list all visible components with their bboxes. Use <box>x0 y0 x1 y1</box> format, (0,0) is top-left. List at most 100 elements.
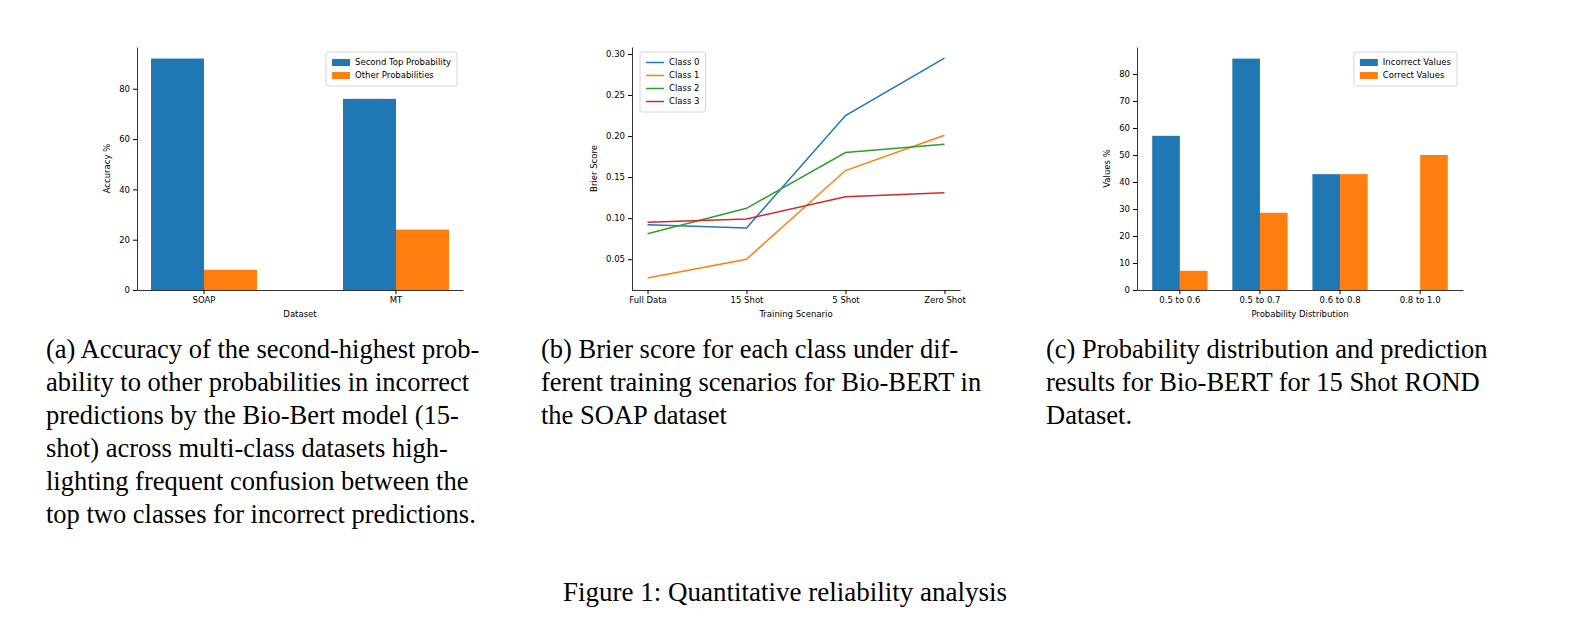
y-tick: 10 <box>1119 258 1137 268</box>
bar <box>1232 59 1260 290</box>
y-tick-mark <box>628 177 632 178</box>
y-tick-label: 0.25 <box>606 90 625 100</box>
bar <box>1180 271 1208 290</box>
y-tick-label: 30 <box>1119 204 1130 214</box>
legend-symbol <box>1360 59 1378 66</box>
x-tick-label: 0.6 to 0.8 <box>1320 295 1361 305</box>
x-tick-mark <box>944 290 945 294</box>
plot-area <box>1152 59 1448 290</box>
x-tick: 0.6 to 0.8 <box>1320 290 1361 305</box>
y-tick-label: 60 <box>119 134 130 144</box>
legend-symbol <box>332 59 350 66</box>
legend: Class 0Class 1Class 2Class 3 <box>640 52 705 112</box>
line <box>648 144 945 233</box>
y-tick: 0.10 <box>606 213 632 223</box>
y-tick: 0.30 <box>606 49 632 59</box>
bar-series <box>204 230 449 290</box>
y-tick: 80 <box>1119 69 1137 79</box>
y-tick-mark <box>1133 74 1137 75</box>
legend-box <box>326 52 457 86</box>
y-tick-mark <box>1133 155 1137 156</box>
y-tick-mark <box>1133 209 1137 210</box>
legend-label: Class 1 <box>669 70 699 80</box>
x-axis: SOAP MT <box>138 290 464 305</box>
x-tick: 15 Shot <box>731 290 765 305</box>
y-tick-label: 70 <box>1119 96 1130 106</box>
caption-line: (b) Brier score for each class under dif… <box>541 334 958 364</box>
caption-line: ability to other probabilities in incorr… <box>46 367 470 397</box>
y-tick: 0.25 <box>606 90 632 100</box>
y-tick-mark <box>1133 128 1137 129</box>
x-tick-mark <box>845 290 846 294</box>
x-tick: MT <box>390 290 403 305</box>
x-tick: 0.5 to 0.6 <box>1159 290 1200 305</box>
y-tick: 0.15 <box>606 172 632 182</box>
y-axis-title: Brier Score <box>589 145 599 192</box>
caption: (b) Brier score for each class under dif… <box>541 334 981 430</box>
x-tick: 0.8 to 1.0 <box>1400 290 1441 305</box>
y-tick: 60 <box>1119 123 1137 133</box>
x-axis-line <box>1138 290 1464 291</box>
caption-line: lighting frequent confusion between the <box>46 466 468 496</box>
x-axis: Full Data15 Shot5 ShotZero Shot <box>629 290 966 305</box>
y-tick-label: 10 <box>1119 258 1130 268</box>
bar <box>204 270 257 290</box>
x-tick-mark <box>747 290 748 294</box>
legend-label: Second Top Probability <box>355 57 451 67</box>
x-tick: 0.5 to 0.7 <box>1239 290 1280 305</box>
caption-line: shot) across multi-class datasets high- <box>46 433 448 463</box>
y-tick-label: 20 <box>1119 231 1130 241</box>
x-axis-line <box>633 290 961 291</box>
y-tick: 30 <box>1119 204 1137 214</box>
y-axis: 01020304050607080 <box>1119 48 1137 296</box>
x-tick: 5 Shot <box>832 290 860 305</box>
y-tick-label: 0.05 <box>606 254 625 264</box>
y-tick-label: 0 <box>1125 285 1130 295</box>
legend-symbol <box>646 75 664 77</box>
x-axis-title: Training Scenario <box>758 309 832 319</box>
x-axis: 0.5 to 0.6 0.5 to 0.7 0.6 to 0.8 0.8 to 1.0 <box>1138 290 1464 305</box>
y-tick-label: 40 <box>119 185 130 195</box>
bar <box>1152 136 1180 290</box>
x-tick-mark <box>395 290 396 294</box>
y-tick: 60 <box>119 134 137 144</box>
panel: SOAPMT020406080DatasetAccuracy %Second T… <box>102 48 464 320</box>
panel: Full Data15 Shot5 ShotZero Shot0.050.100… <box>589 48 966 320</box>
x-tick-label: MT <box>390 295 403 305</box>
x-tick-mark <box>1259 290 1260 294</box>
bar-series <box>1180 155 1448 290</box>
y-tick-label: 0.10 <box>606 213 625 223</box>
bar-series <box>1152 59 1340 290</box>
y-axis-line <box>632 48 633 291</box>
y-tick-label: 0.15 <box>606 172 625 182</box>
bar <box>1393 290 1421 291</box>
y-axis: 0.05 0.10 0.15 0.20 0.25 0.30 <box>606 48 632 291</box>
line <box>648 193 945 223</box>
background <box>0 0 1587 637</box>
x-axis-line <box>138 290 464 291</box>
y-tick-mark <box>1133 101 1137 102</box>
y-tick: 0 <box>125 285 137 295</box>
y-tick: 0.05 <box>606 254 632 264</box>
legend: Incorrect ValuesCorrect Values <box>1354 52 1457 86</box>
x-tick-label: 5 Shot <box>832 295 860 305</box>
legend-box <box>640 52 705 112</box>
y-tick-mark <box>1133 263 1137 264</box>
x-tick-mark <box>648 290 649 294</box>
bar <box>1420 155 1448 290</box>
bar <box>1312 174 1340 290</box>
y-tick-mark <box>1133 290 1137 291</box>
y-tick-mark <box>133 189 137 190</box>
x-tick-mark <box>1420 290 1421 294</box>
y-tick-label: 0.20 <box>606 131 625 141</box>
caption: (c) Probability distribution and predict… <box>1046 334 1488 430</box>
y-tick-mark <box>133 89 137 90</box>
x-tick-label: 0.5 to 0.6 <box>1159 295 1200 305</box>
y-tick: 40 <box>1119 177 1137 187</box>
legend: Second Top ProbabilityOther Probabilitie… <box>326 52 457 86</box>
x-tick: Zero Shot <box>924 290 966 305</box>
x-tick: SOAP <box>193 290 216 305</box>
y-tick-mark <box>1133 182 1137 183</box>
x-tick-label: SOAP <box>193 295 216 305</box>
y-tick: 20 <box>119 235 137 245</box>
